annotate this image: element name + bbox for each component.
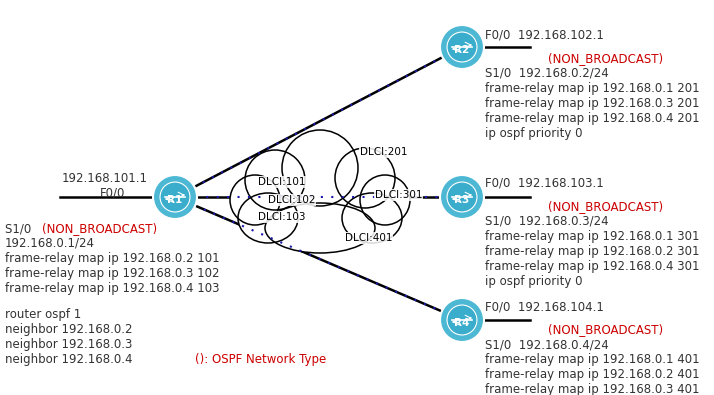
Text: S1/0  192.168.0.4/24: S1/0 192.168.0.4/24 bbox=[485, 338, 609, 351]
Text: router ospf 1: router ospf 1 bbox=[5, 308, 81, 321]
Text: frame-relay map ip 192.168.0.3 401: frame-relay map ip 192.168.0.3 401 bbox=[485, 383, 700, 395]
Text: R2: R2 bbox=[454, 45, 470, 55]
Circle shape bbox=[160, 182, 190, 212]
Text: ip ospf priority 0: ip ospf priority 0 bbox=[485, 127, 583, 140]
Text: F0/0  192.168.104.1: F0/0 192.168.104.1 bbox=[485, 300, 604, 313]
Ellipse shape bbox=[282, 130, 358, 206]
Text: frame-relay map ip 192.168.0.3 201: frame-relay map ip 192.168.0.3 201 bbox=[485, 97, 700, 110]
Text: DLCI:101: DLCI:101 bbox=[258, 177, 306, 187]
Text: frame-relay map ip 192.168.0.1 201: frame-relay map ip 192.168.0.1 201 bbox=[485, 82, 700, 95]
Circle shape bbox=[440, 298, 484, 342]
Text: 192.168.0.1/24: 192.168.0.1/24 bbox=[5, 237, 95, 250]
Text: (NON_BROADCAST): (NON_BROADCAST) bbox=[548, 52, 663, 65]
Text: S1/0  192.168.0.3/24: S1/0 192.168.0.3/24 bbox=[485, 215, 608, 228]
Text: S1/0  192.168.0.2/24: S1/0 192.168.0.2/24 bbox=[485, 67, 609, 80]
Text: DLCI:102: DLCI:102 bbox=[268, 195, 316, 205]
Circle shape bbox=[440, 25, 484, 69]
Circle shape bbox=[447, 305, 477, 335]
Text: (NON_BROADCAST): (NON_BROADCAST) bbox=[42, 222, 157, 235]
Text: F0/0  192.168.103.1: F0/0 192.168.103.1 bbox=[485, 177, 604, 190]
Text: S1/0: S1/0 bbox=[5, 222, 35, 235]
Ellipse shape bbox=[335, 148, 395, 208]
Text: F0/0: F0/0 bbox=[100, 187, 126, 200]
Text: R3: R3 bbox=[454, 195, 470, 205]
Text: DLCI:103: DLCI:103 bbox=[258, 212, 306, 222]
Text: neighbor 192.168.0.3: neighbor 192.168.0.3 bbox=[5, 338, 132, 351]
Ellipse shape bbox=[360, 175, 410, 225]
Text: frame-relay map ip 192.168.0.4 201: frame-relay map ip 192.168.0.4 201 bbox=[485, 112, 700, 125]
Text: ip ospf priority 0: ip ospf priority 0 bbox=[485, 275, 583, 288]
Text: R4: R4 bbox=[454, 318, 470, 328]
Text: F0/0  192.168.102.1: F0/0 192.168.102.1 bbox=[485, 28, 604, 41]
Text: frame-relay map ip 192.168.0.2 101: frame-relay map ip 192.168.0.2 101 bbox=[5, 252, 220, 265]
Ellipse shape bbox=[230, 175, 280, 225]
Text: (NON_BROADCAST): (NON_BROADCAST) bbox=[548, 323, 663, 336]
Text: frame-relay map ip 192.168.0.2 401: frame-relay map ip 192.168.0.2 401 bbox=[485, 368, 700, 381]
Text: neighbor 192.168.0.2: neighbor 192.168.0.2 bbox=[5, 323, 133, 336]
Text: frame-relay map ip 192.168.0.3 102: frame-relay map ip 192.168.0.3 102 bbox=[5, 267, 219, 280]
Text: frame-relay map ip 192.168.0.4 103: frame-relay map ip 192.168.0.4 103 bbox=[5, 282, 219, 295]
Text: (NON_BROADCAST): (NON_BROADCAST) bbox=[548, 200, 663, 213]
Circle shape bbox=[153, 175, 197, 219]
Text: DLCI:401: DLCI:401 bbox=[345, 233, 393, 243]
Text: frame-relay map ip 192.168.0.1 401: frame-relay map ip 192.168.0.1 401 bbox=[485, 353, 700, 366]
Ellipse shape bbox=[245, 150, 305, 210]
Ellipse shape bbox=[238, 193, 298, 243]
Ellipse shape bbox=[342, 193, 402, 243]
Text: frame-relay map ip 192.168.0.2 301: frame-relay map ip 192.168.0.2 301 bbox=[485, 245, 700, 258]
Circle shape bbox=[447, 32, 477, 62]
Text: frame-relay map ip 192.168.0.4 301: frame-relay map ip 192.168.0.4 301 bbox=[485, 260, 700, 273]
Circle shape bbox=[447, 182, 477, 212]
Ellipse shape bbox=[265, 203, 375, 253]
Text: R1: R1 bbox=[167, 195, 183, 205]
Text: DLCI:301: DLCI:301 bbox=[375, 190, 423, 200]
Text: DLCI:201: DLCI:201 bbox=[360, 147, 408, 157]
Text: frame-relay map ip 192.168.0.1 301: frame-relay map ip 192.168.0.1 301 bbox=[485, 230, 700, 243]
Text: 192.168.101.1: 192.168.101.1 bbox=[62, 172, 148, 185]
Text: neighbor 192.168.0.4: neighbor 192.168.0.4 bbox=[5, 353, 133, 366]
Circle shape bbox=[440, 175, 484, 219]
Text: (): OSPF Network Type: (): OSPF Network Type bbox=[195, 353, 326, 366]
